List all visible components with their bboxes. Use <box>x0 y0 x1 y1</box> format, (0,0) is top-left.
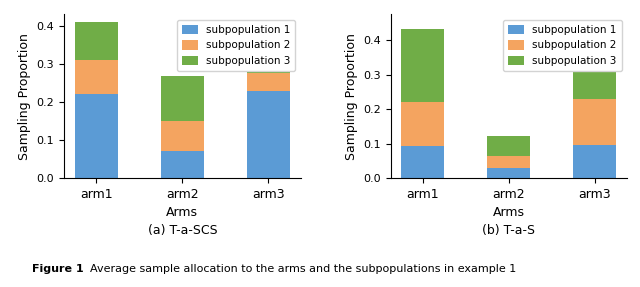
Bar <box>161 151 204 178</box>
Legend: subpopulation 1, subpopulation 2, subpopulation 3: subpopulation 1, subpopulation 2, subpop… <box>503 20 622 71</box>
Bar <box>75 94 118 178</box>
Bar <box>573 145 616 178</box>
Legend: subpopulation 1, subpopulation 2, subpopulation 3: subpopulation 1, subpopulation 2, subpop… <box>177 20 296 71</box>
Bar <box>573 99 616 145</box>
Bar <box>401 146 444 178</box>
Bar <box>161 76 204 121</box>
Text: Figure 1: Figure 1 <box>32 264 84 274</box>
Bar <box>161 121 204 151</box>
Bar <box>573 22 616 99</box>
Bar <box>488 168 531 178</box>
Bar <box>75 22 118 60</box>
Bar <box>488 156 531 168</box>
Y-axis label: Sampling Proportion: Sampling Proportion <box>18 33 31 160</box>
Bar <box>247 90 290 178</box>
X-axis label: Arms: Arms <box>493 206 525 219</box>
Bar <box>488 136 531 156</box>
Bar <box>247 73 290 90</box>
X-axis label: Arms: Arms <box>166 206 198 219</box>
Bar <box>247 56 290 73</box>
Y-axis label: Sampling Proportion: Sampling Proportion <box>344 33 358 160</box>
Text: (b) T-a-S: (b) T-a-S <box>483 224 536 237</box>
Text: Average sample allocation to the arms and the subpopulations in example 1: Average sample allocation to the arms an… <box>90 264 516 274</box>
Bar <box>401 29 444 102</box>
Bar <box>401 102 444 146</box>
Text: (a) T-a-SCS: (a) T-a-SCS <box>147 224 217 237</box>
Bar <box>75 60 118 94</box>
